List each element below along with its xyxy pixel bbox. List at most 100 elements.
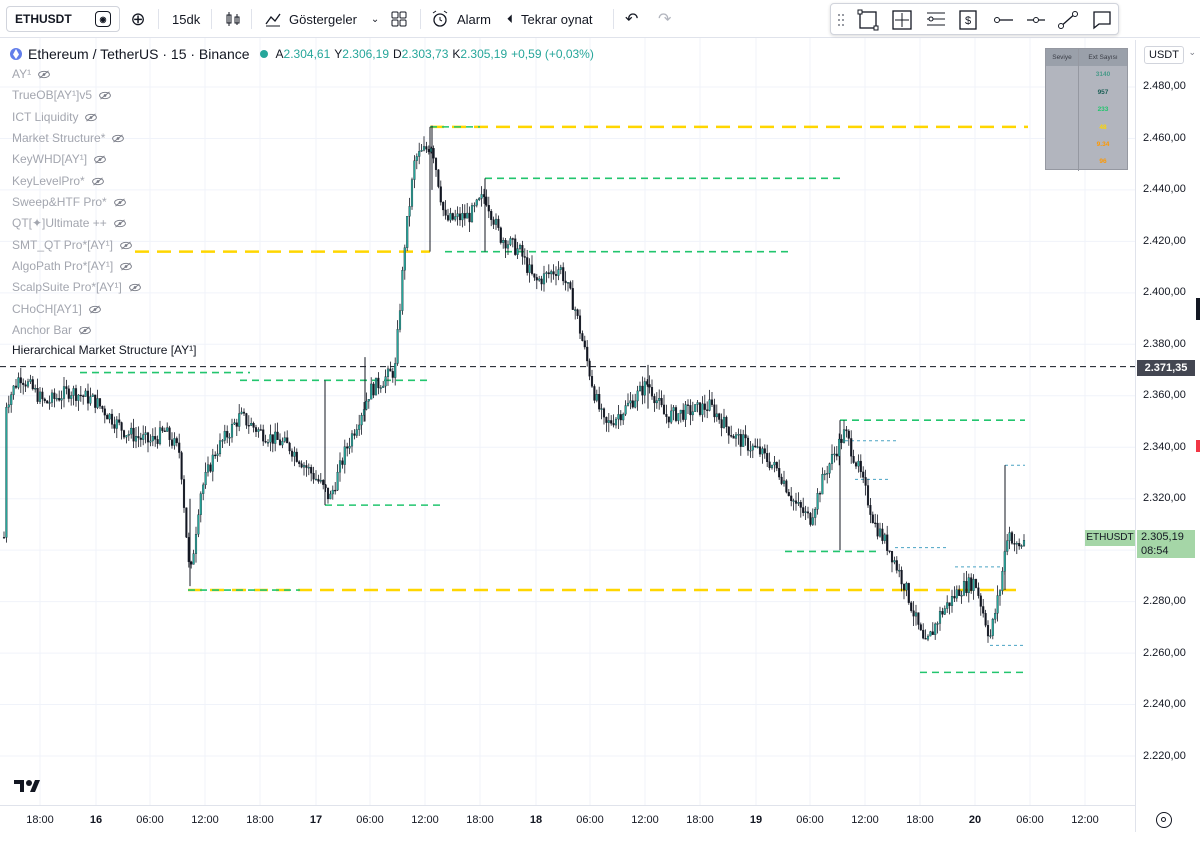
indicator-row[interactable]: Sweep&HTF Pro* (12, 194, 127, 210)
indicators-button[interactable]: Göstergeler ⌄ (264, 6, 379, 32)
symbol-search-button[interactable]: ETHUSDT ◉ (6, 6, 120, 32)
candle-body (751, 445, 754, 451)
chart-canvas[interactable] (0, 38, 1135, 838)
candle-body (617, 414, 620, 420)
eye-hidden-icon[interactable] (111, 134, 125, 143)
candle-body (326, 487, 330, 500)
candle-body (818, 493, 822, 495)
trend-line-icon[interactable] (1058, 11, 1078, 29)
candle-body (106, 415, 109, 420)
price-axis[interactable]: USDT ⌄ (1135, 40, 1200, 832)
candle-body (187, 537, 190, 563)
time-tick-label: 20 (968, 814, 982, 826)
candle-body (991, 619, 994, 636)
candle-body (1020, 545, 1023, 547)
candle-body (996, 595, 999, 614)
candle-body (859, 460, 862, 473)
indicator-row[interactable]: ScalpSuite Pro*[AY¹] (12, 279, 142, 295)
indicator-row[interactable]: TrueOB[AY¹]v5 (12, 87, 112, 103)
settings-gear-icon[interactable] (1156, 812, 1172, 828)
alarm-label: Alarm (457, 11, 491, 27)
chevron-down-icon[interactable]: ⌄ (1188, 47, 1196, 57)
eye-hidden-icon[interactable] (84, 113, 98, 122)
candle-body (828, 463, 831, 474)
eye-hidden-icon[interactable] (113, 198, 127, 207)
crosshair-tool-icon[interactable] (892, 10, 912, 30)
indicator-row[interactable]: ICT Liquidity (12, 109, 98, 125)
indicator-row[interactable]: SMT_QT Pro*[AY¹] (12, 237, 133, 253)
fib-retracement-icon[interactable] (927, 12, 945, 26)
horizontal-line-icon[interactable] (1027, 17, 1045, 23)
replay-button[interactable]: ⏴ Tekrar oynat (507, 6, 593, 32)
candle-body (830, 454, 834, 464)
candle-body (744, 434, 747, 439)
candle-body (600, 408, 603, 410)
chevron-down-icon[interactable]: ⌄ (370, 13, 380, 25)
drag-handle-icon[interactable] (838, 14, 844, 26)
candle-body (401, 270, 404, 311)
candle-body (559, 267, 562, 270)
eye-hidden-icon[interactable] (37, 70, 51, 79)
candle-body (876, 522, 879, 537)
candle-body (343, 446, 346, 465)
indicator-row[interactable]: Anchor Bar (12, 322, 92, 338)
price-tick-label: 2.340,00 (1143, 440, 1186, 453)
horizontal-ray-icon[interactable] (994, 17, 1014, 23)
redo-icon[interactable]: ↷ (658, 11, 672, 28)
rectangle-tool-icon[interactable] (857, 9, 879, 31)
candle-body (41, 391, 44, 400)
templates-grid-icon[interactable] (390, 6, 408, 32)
candle-body (396, 329, 399, 364)
candle-body (446, 215, 450, 221)
candle-body (670, 410, 673, 423)
eye-hidden-icon[interactable] (119, 262, 133, 271)
indicator-row[interactable]: KeyWHD[AY¹] (12, 151, 107, 167)
candle-body (278, 439, 282, 446)
candle-body (425, 146, 428, 150)
eye-hidden-icon[interactable] (98, 91, 112, 100)
indicator-row[interactable]: QT[✦]Ultimate ++ (12, 215, 127, 231)
candle-body (139, 437, 142, 440)
candle-body (854, 462, 858, 467)
candle-body (910, 602, 913, 611)
candle-body (948, 602, 951, 606)
indicator-row[interactable]: AY¹ (12, 66, 51, 82)
eye-hidden-icon[interactable] (113, 219, 127, 228)
candle-body (576, 309, 579, 316)
undo-icon[interactable]: ↶ (625, 11, 639, 28)
indicator-row[interactable]: KeyLevelPro* (12, 173, 105, 189)
indicator-label: Anchor Bar (12, 323, 73, 337)
scroll-handle[interactable] (1196, 298, 1200, 320)
indicator-row[interactable]: CHoCH[AY1] (12, 301, 102, 317)
tradingview-logo-icon[interactable] (14, 778, 42, 799)
indicator-row[interactable]: AlgoPath Pro*[AY¹] (12, 258, 133, 274)
interval-button[interactable]: 15dk (172, 11, 201, 27)
candle-style-icon[interactable] (224, 6, 242, 32)
candle-body (612, 423, 615, 426)
candle-body (439, 186, 442, 203)
candle-body (734, 434, 738, 439)
currency-selector[interactable]: USDT (1144, 46, 1184, 64)
candle-body (353, 433, 356, 436)
eye-hidden-icon[interactable] (93, 155, 107, 164)
candle-body (394, 363, 397, 378)
eye-hidden-icon[interactable] (128, 283, 142, 292)
eye-hidden-icon[interactable] (91, 177, 105, 186)
price-range-icon[interactable]: $ (959, 10, 977, 30)
candle-body (826, 473, 829, 475)
candle-body (118, 419, 121, 423)
indicator-row[interactable]: Market Structure* (12, 130, 125, 146)
symbol-settings-icon[interactable]: ◉ (95, 11, 111, 27)
eye-hidden-icon[interactable] (78, 326, 92, 335)
candle-body (530, 264, 534, 274)
compare-add-icon[interactable]: ⊕ (130, 8, 146, 29)
candle-body (790, 495, 793, 502)
eye-hidden-icon[interactable] (88, 305, 102, 314)
eye-hidden-icon[interactable] (119, 241, 133, 250)
candle-body (562, 267, 565, 282)
comment-tool-icon[interactable] (1093, 11, 1111, 30)
structure-indicator-label[interactable]: Hierarchical Market Structure [AY¹] (12, 343, 197, 357)
indicator-label: Market Structure* (12, 131, 106, 145)
alarm-button[interactable]: Alarm (431, 6, 491, 32)
candle-body (746, 437, 750, 451)
